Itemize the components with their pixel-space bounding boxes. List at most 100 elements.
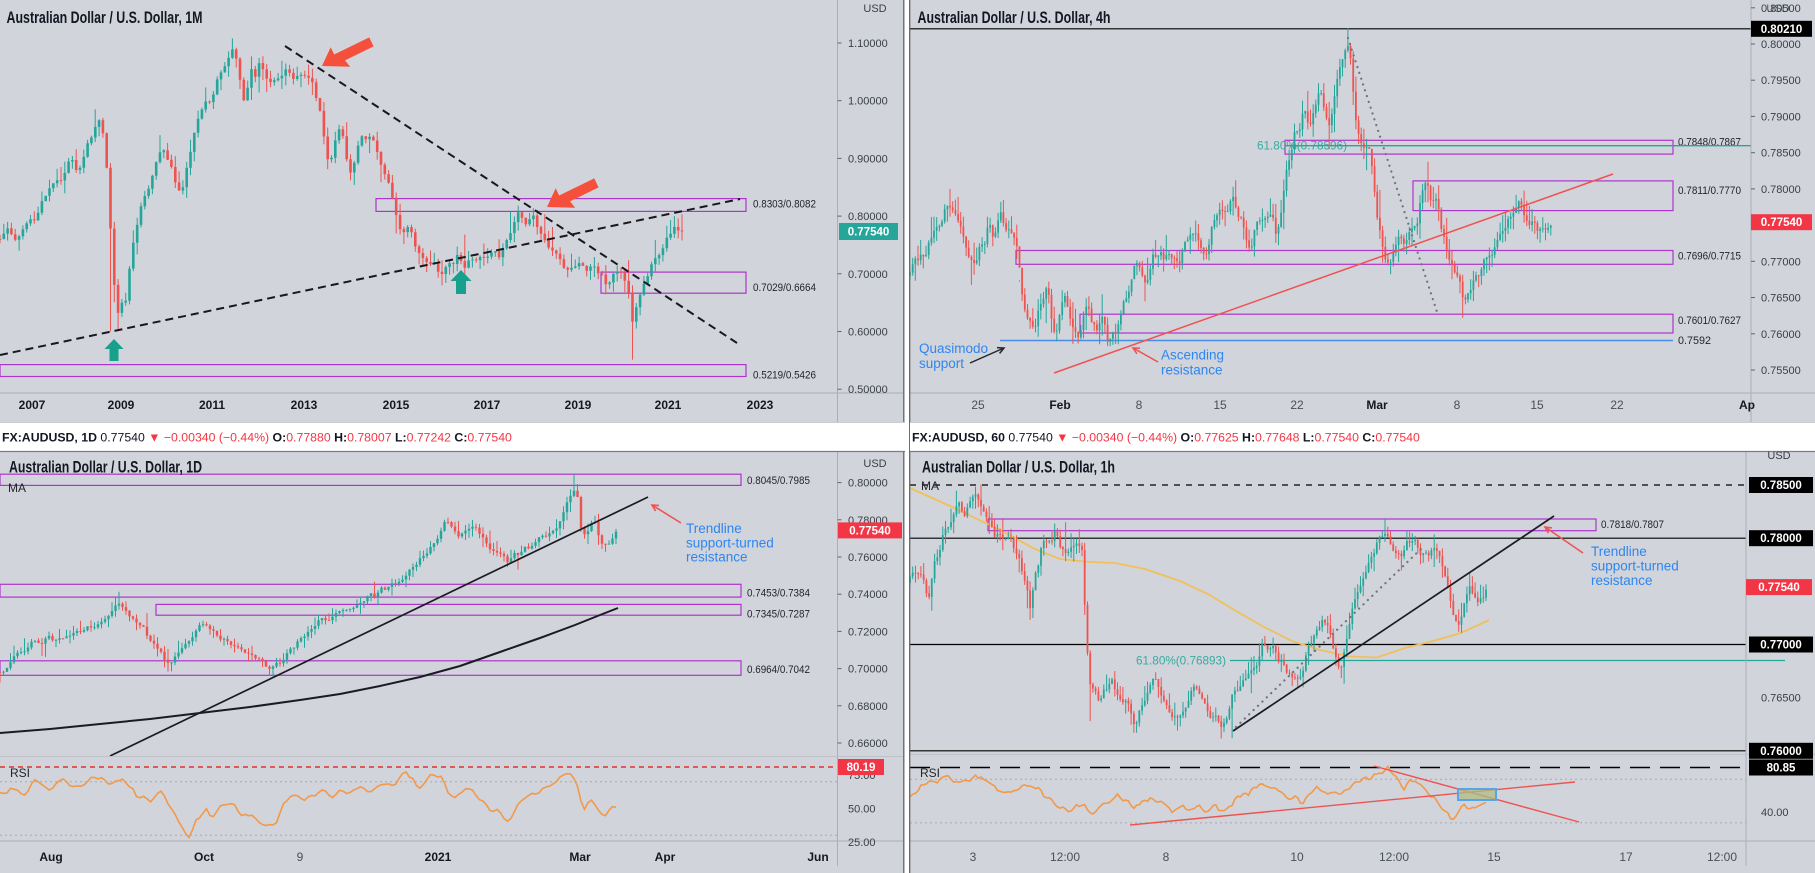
svg-text:resistance: resistance xyxy=(1161,363,1223,378)
svg-text:0.7848/0.7867: 0.7848/0.7867 xyxy=(1678,136,1741,148)
svg-text:0.78500: 0.78500 xyxy=(1760,480,1802,492)
svg-text:0.7601/0.7627: 0.7601/0.7627 xyxy=(1678,315,1741,327)
svg-text:Jun: Jun xyxy=(807,850,828,864)
svg-text:0.80000: 0.80000 xyxy=(848,211,888,223)
svg-text:MA: MA xyxy=(921,479,939,493)
svg-text:3: 3 xyxy=(970,850,977,864)
svg-text:support-turned: support-turned xyxy=(1591,559,1679,574)
svg-text:Feb: Feb xyxy=(1049,398,1070,412)
svg-text:0.79000: 0.79000 xyxy=(1761,111,1801,123)
svg-text:Ap: Ap xyxy=(1739,398,1755,412)
svg-text:8: 8 xyxy=(1136,398,1143,412)
svg-text:0.70000: 0.70000 xyxy=(848,269,888,281)
svg-text:2013: 2013 xyxy=(291,398,318,412)
svg-text:0.8045/0.7985: 0.8045/0.7985 xyxy=(747,475,810,487)
svg-text:0.78000: 0.78000 xyxy=(1760,533,1802,545)
svg-text:MA: MA xyxy=(8,481,26,495)
svg-text:0.80000: 0.80000 xyxy=(1761,39,1801,51)
svg-text:61.80%(0.76893): 61.80%(0.76893) xyxy=(1136,654,1226,668)
svg-text:1.00000: 1.00000 xyxy=(848,96,888,108)
svg-text:0.80500: 0.80500 xyxy=(1761,3,1801,15)
svg-text:50.00: 50.00 xyxy=(848,804,876,816)
svg-text:0.74000: 0.74000 xyxy=(848,589,888,601)
svg-text:0.7818/0.7807: 0.7818/0.7807 xyxy=(1601,519,1664,531)
svg-text:Australian Dollar / U.S. Dolla: Australian Dollar / U.S. Dollar, 1M xyxy=(7,9,203,27)
svg-text:17: 17 xyxy=(1619,850,1633,864)
svg-text:0.80000: 0.80000 xyxy=(848,478,888,490)
svg-text:0.77540: 0.77540 xyxy=(1761,217,1803,229)
svg-text:0.76500: 0.76500 xyxy=(1761,693,1801,705)
svg-text:0.76000: 0.76000 xyxy=(1760,746,1802,758)
svg-text:0.77000: 0.77000 xyxy=(1760,640,1802,652)
svg-text:FX:AUDUSD, 60 0.77540 ▼ −0.00: FX:AUDUSD, 60 0.77540 ▼ −0.00340 (−0.44%… xyxy=(912,431,1420,445)
svg-text:0.80210: 0.80210 xyxy=(1761,24,1803,36)
svg-text:Mar: Mar xyxy=(569,850,591,864)
svg-text:0.7345/0.7287: 0.7345/0.7287 xyxy=(747,608,810,620)
svg-text:2019: 2019 xyxy=(565,398,592,412)
svg-text:Mar: Mar xyxy=(1366,398,1388,412)
svg-text:0.7592: 0.7592 xyxy=(1678,335,1711,347)
svg-text:0.6964/0.7042: 0.6964/0.7042 xyxy=(747,664,810,676)
svg-text:RSI: RSI xyxy=(920,766,940,780)
svg-text:Australian Dollar / U.S. Dolla: Australian Dollar / U.S. Dollar, 1D xyxy=(9,459,202,477)
svg-text:USD: USD xyxy=(863,458,886,470)
svg-text:0.60000: 0.60000 xyxy=(848,327,888,339)
svg-text:9: 9 xyxy=(297,850,304,864)
svg-text:USD: USD xyxy=(863,3,886,15)
svg-text:0.78500: 0.78500 xyxy=(1761,148,1801,160)
svg-text:0.5219/0.5426: 0.5219/0.5426 xyxy=(753,370,816,382)
svg-text:61.80%(0.78596): 61.80%(0.78596) xyxy=(1257,139,1347,153)
svg-text:8: 8 xyxy=(1163,850,1170,864)
svg-text:22: 22 xyxy=(1290,398,1304,412)
svg-text:RSI: RSI xyxy=(10,766,30,780)
svg-text:2017: 2017 xyxy=(474,398,501,412)
svg-text:resistance: resistance xyxy=(1591,573,1653,588)
svg-text:0.90000: 0.90000 xyxy=(848,153,888,165)
svg-text:2023: 2023 xyxy=(747,398,774,412)
svg-text:2021: 2021 xyxy=(655,398,682,412)
svg-text:0.75500: 0.75500 xyxy=(1761,365,1801,377)
svg-text:15: 15 xyxy=(1213,398,1227,412)
svg-text:40.00: 40.00 xyxy=(1761,807,1789,819)
svg-text:Apr: Apr xyxy=(655,850,676,864)
svg-text:2007: 2007 xyxy=(19,398,46,412)
svg-text:Australian Dollar / U.S. Dolla: Australian Dollar / U.S. Dollar, 1h xyxy=(922,459,1115,477)
svg-text:12:00: 12:00 xyxy=(1050,850,1080,864)
svg-text:15: 15 xyxy=(1530,398,1544,412)
svg-text:0.78000: 0.78000 xyxy=(1761,184,1801,196)
svg-text:22: 22 xyxy=(1610,398,1624,412)
svg-text:support: support xyxy=(919,356,964,371)
svg-text:80.85: 80.85 xyxy=(1767,763,1796,775)
svg-text:USD: USD xyxy=(1766,3,1789,15)
svg-text:support-turned: support-turned xyxy=(686,536,774,551)
svg-text:0.7453/0.7384: 0.7453/0.7384 xyxy=(747,587,810,599)
svg-text:12:00: 12:00 xyxy=(1379,850,1409,864)
svg-text:0.50000: 0.50000 xyxy=(848,384,888,396)
svg-text:0.77540: 0.77540 xyxy=(849,525,891,537)
svg-text:80.19: 80.19 xyxy=(847,762,876,774)
svg-text:25: 25 xyxy=(971,398,985,412)
svg-text:0.77540: 0.77540 xyxy=(1758,582,1800,594)
svg-text:2009: 2009 xyxy=(108,398,135,412)
svg-text:0.7029/0.6664: 0.7029/0.6664 xyxy=(753,282,816,294)
svg-text:0.66000: 0.66000 xyxy=(848,738,888,750)
svg-text:0.8303/0.8082: 0.8303/0.8082 xyxy=(753,199,816,211)
svg-text:0.76500: 0.76500 xyxy=(1761,293,1801,305)
svg-text:0.76000: 0.76000 xyxy=(848,552,888,564)
svg-text:Aug: Aug xyxy=(39,850,62,864)
svg-text:10: 10 xyxy=(1290,850,1304,864)
svg-text:0.68000: 0.68000 xyxy=(848,701,888,713)
svg-text:USD: USD xyxy=(1767,450,1790,462)
svg-text:0.70000: 0.70000 xyxy=(848,664,888,676)
svg-text:0.77540: 0.77540 xyxy=(848,227,890,239)
svg-text:Trendline: Trendline xyxy=(1591,544,1647,559)
svg-text:2011: 2011 xyxy=(199,398,225,412)
svg-text:0.77000: 0.77000 xyxy=(1761,256,1801,268)
svg-text:Trendline: Trendline xyxy=(686,521,742,536)
svg-text:12:00: 12:00 xyxy=(1707,850,1737,864)
svg-text:Ascending: Ascending xyxy=(1161,348,1224,363)
svg-text:0.76000: 0.76000 xyxy=(1761,329,1801,341)
svg-text:0.7811/0.7770: 0.7811/0.7770 xyxy=(1678,185,1741,197)
svg-text:0.72000: 0.72000 xyxy=(848,626,888,638)
svg-text:1.10000: 1.10000 xyxy=(848,38,888,50)
